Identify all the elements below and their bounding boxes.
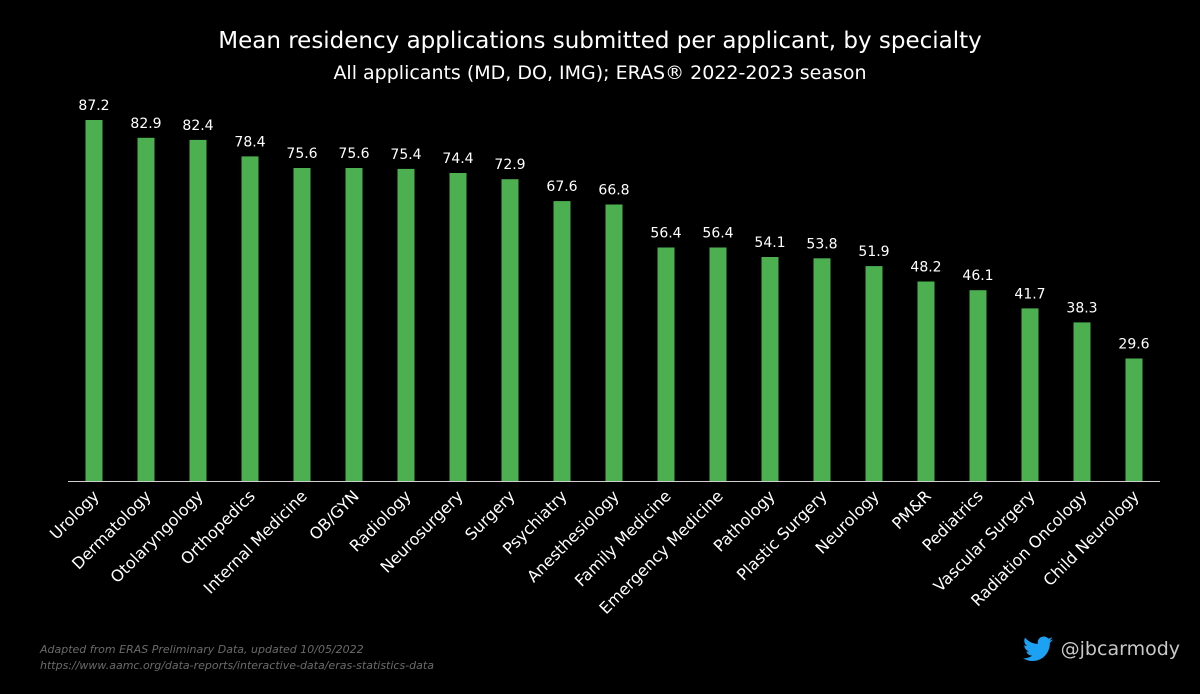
- twitter-bird-icon: [1022, 636, 1053, 661]
- bar-radiology: [397, 168, 415, 481]
- chart-title: Mean residency applications submitted pe…: [218, 28, 982, 54]
- bar-child-neurology: [1125, 358, 1143, 481]
- bar-urology: [85, 120, 103, 481]
- bar-plastic-surgery: [813, 258, 831, 481]
- bar-pediatrics: [969, 290, 987, 481]
- category-label: Anesthesiology: [523, 486, 623, 586]
- value-label: 51.9: [858, 244, 889, 260]
- bar-anesthesiology: [605, 204, 623, 481]
- value-labels-group: 87.2 82.9 82.4 78.4 75.6 75.6 75.4 74.4 72.9 67.6…: [78, 98, 1149, 353]
- bar-neurosurgery: [449, 173, 467, 481]
- source-url: https://www.aamc.org/data-reports/intera…: [40, 659, 434, 672]
- value-label: 53.8: [806, 236, 837, 252]
- bar-family-medicine: [657, 247, 675, 481]
- value-label: 48.2: [910, 260, 941, 276]
- value-label: 74.4: [442, 151, 473, 167]
- bar-dermatology: [137, 137, 155, 482]
- value-label: 75.6: [286, 146, 317, 162]
- value-label: 56.4: [702, 226, 733, 242]
- bars-group: [85, 120, 1143, 482]
- category-label: Otolaryngology: [106, 486, 206, 586]
- category-label: PM&R: [888, 486, 935, 533]
- author-credit: @jbcarmody: [1022, 636, 1180, 662]
- bar-pm-r: [917, 281, 935, 481]
- category-labels-group: UrologyDermatologyOtolaryngologyOrthoped…: [46, 486, 1143, 617]
- value-label: 72.9: [494, 157, 525, 173]
- value-label: 38.3: [1066, 300, 1097, 316]
- value-label: 29.6: [1118, 337, 1149, 353]
- value-label: 78.4: [234, 134, 265, 150]
- chart-subtitle: All applicants (MD, DO, IMG); ERAS® 2022…: [333, 62, 867, 84]
- category-label: Family Medicine: [571, 486, 675, 590]
- bar-ob-gyn: [345, 168, 363, 481]
- bar-radiation-oncology: [1073, 322, 1091, 481]
- source-note: Adapted from ERAS Preliminary Data, upda…: [40, 643, 364, 656]
- bar-neurology: [865, 266, 883, 481]
- bar-emergency-medicine: [709, 247, 727, 481]
- value-label: 75.4: [390, 147, 421, 163]
- value-label: 46.1: [962, 268, 993, 284]
- author-handle: @jbcarmody: [1060, 638, 1180, 660]
- category-label: Child Neurology: [1039, 486, 1142, 589]
- value-label: 82.9: [130, 116, 161, 132]
- bar-vascular-surgery: [1021, 308, 1039, 481]
- value-label: 67.6: [546, 179, 577, 195]
- value-label: 75.6: [338, 146, 369, 162]
- value-label: 87.2: [78, 98, 109, 114]
- category-label: Plastic Surgery: [733, 486, 831, 584]
- value-label: 54.1: [754, 235, 785, 251]
- value-label: 41.7: [1014, 286, 1045, 302]
- bar-pathology: [761, 257, 779, 481]
- value-label: 56.4: [650, 226, 681, 242]
- bar-internal-medicine: [293, 168, 311, 481]
- value-label: 66.8: [598, 183, 629, 199]
- bar-otolaryngology: [189, 139, 207, 481]
- bar-surgery: [501, 179, 519, 481]
- bar-orthopedics: [241, 156, 259, 481]
- bar-psychiatry: [553, 201, 571, 481]
- value-label: 82.4: [182, 118, 213, 134]
